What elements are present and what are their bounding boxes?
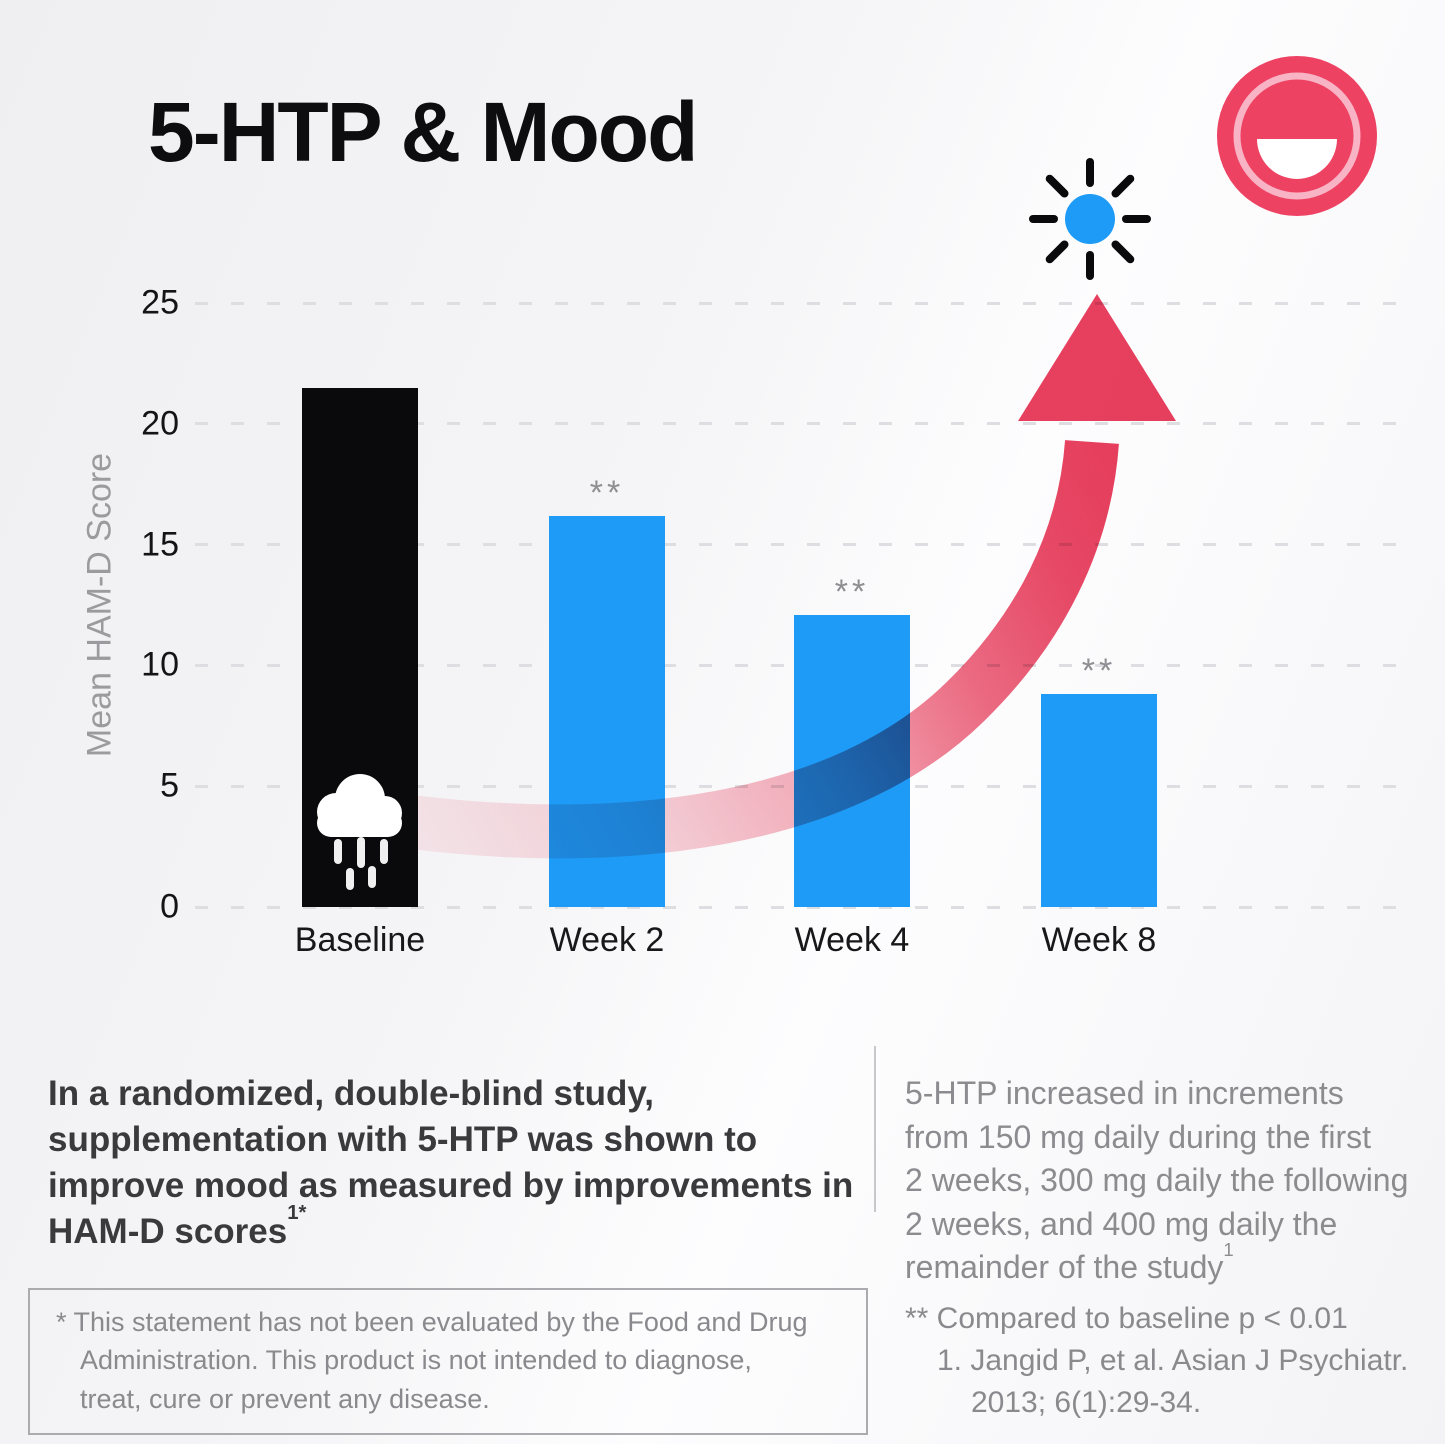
- bar-baseline: [302, 387, 418, 907]
- significance-marker-week-4: **: [834, 572, 870, 611]
- reference-line-2: 2013; 6(1):29-34.: [971, 1386, 1202, 1419]
- fda-disclaimer-box: * This statement has not been evaluated …: [28, 1288, 868, 1435]
- study-summary: In a randomized, double-blind study, sup…: [48, 1071, 860, 1254]
- y-tick-label-15: 15: [141, 525, 179, 564]
- dosage-note-text: 5-HTP increased in increments from 150 m…: [905, 1075, 1409, 1286]
- smile-half-circle: [1257, 139, 1337, 179]
- x-tick-label-week-4: Week 4: [794, 921, 910, 959]
- dosage-note-superscript: 1: [1223, 1239, 1234, 1261]
- gridline-25: [195, 301, 1408, 305]
- bar-week-4: [794, 614, 910, 907]
- y-tick-label-25: 25: [141, 283, 179, 322]
- x-tick-label-baseline: Baseline: [294, 921, 426, 959]
- footnotes: ** Compared to baseline p < 0.01 1. Jang…: [905, 1298, 1408, 1424]
- bar-chart: 0 5 10 15 20 25 Baseline ** Week 2 ** Week 4 ** Week…: [141, 284, 1408, 959]
- y-axis-title: Mean HAM-D Score: [80, 452, 119, 758]
- gridline-0: [195, 905, 1408, 909]
- page-title: 5-HTP & Mood: [148, 85, 698, 179]
- study-summary-text: In a randomized, double-blind study, sup…: [48, 1074, 854, 1251]
- x-tick-label-week-2: Week 2: [549, 921, 665, 959]
- significance-marker-week-2: **: [589, 473, 625, 512]
- dosage-note: 5-HTP increased in increments from 150 m…: [905, 1072, 1445, 1290]
- vertical-divider: [874, 1046, 876, 1212]
- sun-icon: [1029, 158, 1151, 280]
- reference-line-1: 1. Jangid P, et al. Asian J Psychiatr.: [937, 1344, 1409, 1377]
- brand-logo: [1217, 56, 1377, 216]
- gridline-20: [195, 422, 1408, 426]
- y-tick-label-0: 0: [160, 887, 179, 926]
- significance-footnote: ** Compared to baseline p < 0.01: [905, 1302, 1348, 1335]
- fda-disclaimer-text: * This statement has not been evaluated …: [56, 1307, 808, 1414]
- x-tick-label-week-8: Week 8: [1041, 921, 1157, 959]
- y-tick-label-5: 5: [160, 766, 179, 805]
- bar-week-2: [549, 515, 665, 907]
- y-tick-label-10: 10: [141, 645, 179, 684]
- bar-week-8: [1041, 694, 1157, 907]
- study-summary-superscript: 1*: [287, 1201, 307, 1224]
- y-tick-label-20: 20: [141, 404, 179, 443]
- significance-marker-week-8: **: [1081, 652, 1117, 691]
